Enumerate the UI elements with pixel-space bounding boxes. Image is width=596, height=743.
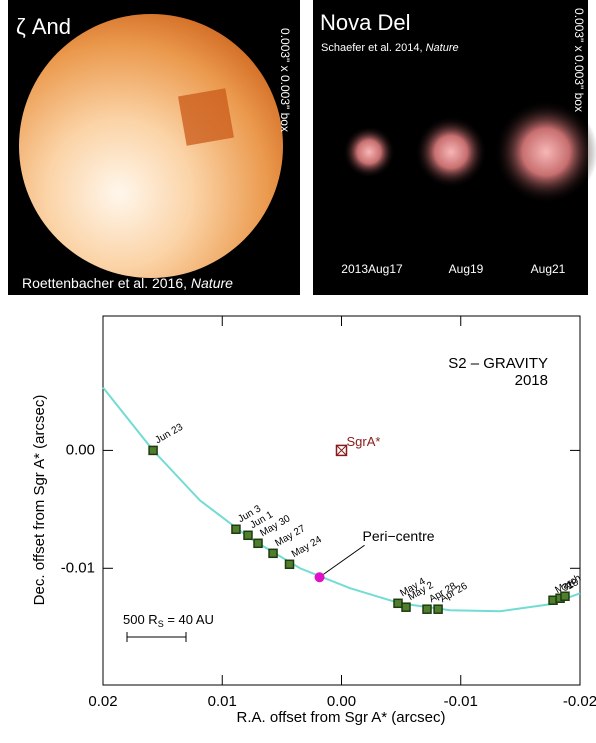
date-label: Aug19 bbox=[449, 262, 484, 276]
scale-sub: S bbox=[158, 619, 164, 629]
date-label: Aug21 bbox=[531, 262, 566, 276]
observation bbox=[268, 548, 278, 559]
annotation: Peri−centre bbox=[363, 528, 435, 544]
observation bbox=[560, 591, 570, 601]
orbit-line bbox=[102, 386, 581, 613]
credit-text: Roettenbacher et al. 2016, bbox=[22, 275, 191, 291]
observation bbox=[422, 604, 432, 614]
observation bbox=[393, 598, 403, 609]
scale-text: 500 R bbox=[123, 612, 158, 627]
annotation: SgrA* bbox=[347, 434, 381, 449]
y-tick-label: 0.00 bbox=[66, 441, 95, 458]
credit-journal: Nature bbox=[426, 42, 459, 54]
y-axis-label: Dec. offset from Sgr A* (arcsec) bbox=[31, 395, 48, 606]
observation bbox=[231, 524, 241, 535]
x-tick-label: 0.00 bbox=[327, 693, 356, 710]
sgra-cross bbox=[336, 445, 347, 456]
pointer bbox=[323, 544, 365, 575]
x-axis-label: R.A. offset from Sgr A* (arcsec) bbox=[237, 709, 446, 726]
star-disk bbox=[19, 14, 283, 278]
chart-subtitle: 2018 bbox=[515, 372, 548, 389]
scale-label: 500 RS = 40 AU bbox=[123, 612, 214, 629]
scale-text: = 40 AU bbox=[164, 612, 214, 627]
credit: Roettenbacher et al. 2016, Nature bbox=[22, 275, 233, 291]
nova-blob bbox=[343, 126, 395, 178]
nova-blob bbox=[415, 116, 487, 188]
nova-blob bbox=[494, 100, 596, 204]
observation bbox=[148, 445, 158, 456]
observation bbox=[243, 530, 253, 541]
y-tick-label: -0.01 bbox=[61, 559, 95, 576]
observation bbox=[401, 602, 411, 612]
box-label: 0.003" x 0.003" box bbox=[278, 28, 292, 132]
date-label: 2013Aug17 bbox=[341, 262, 403, 276]
x-tick-label: 0.01 bbox=[208, 693, 237, 710]
box-label: 0.003" x 0.003" box bbox=[572, 8, 586, 112]
panel-title: ζ And bbox=[16, 14, 71, 39]
credit-journal: Nature bbox=[191, 275, 233, 291]
point-label: Jun 23 bbox=[153, 422, 185, 447]
observation bbox=[433, 604, 443, 614]
point-label: 28 bbox=[565, 577, 581, 592]
panel-title: Nova Del bbox=[320, 10, 410, 35]
credit: Schaefer et al. 2014, Nature bbox=[321, 42, 459, 54]
chart-title: S2 – GRAVITY bbox=[448, 355, 548, 372]
sgra-marker bbox=[335, 444, 348, 457]
x-tick-label: 0.02 bbox=[88, 693, 117, 710]
x-tick-label: -0.02 bbox=[563, 693, 596, 710]
star-spot bbox=[178, 88, 234, 146]
credit-text: Schaefer et al. 2014, bbox=[321, 42, 426, 54]
pericentre bbox=[314, 572, 325, 583]
observation bbox=[253, 538, 263, 549]
x-tick-label: -0.01 bbox=[444, 693, 478, 710]
point-label: 31 bbox=[560, 579, 576, 594]
observation bbox=[284, 559, 295, 570]
